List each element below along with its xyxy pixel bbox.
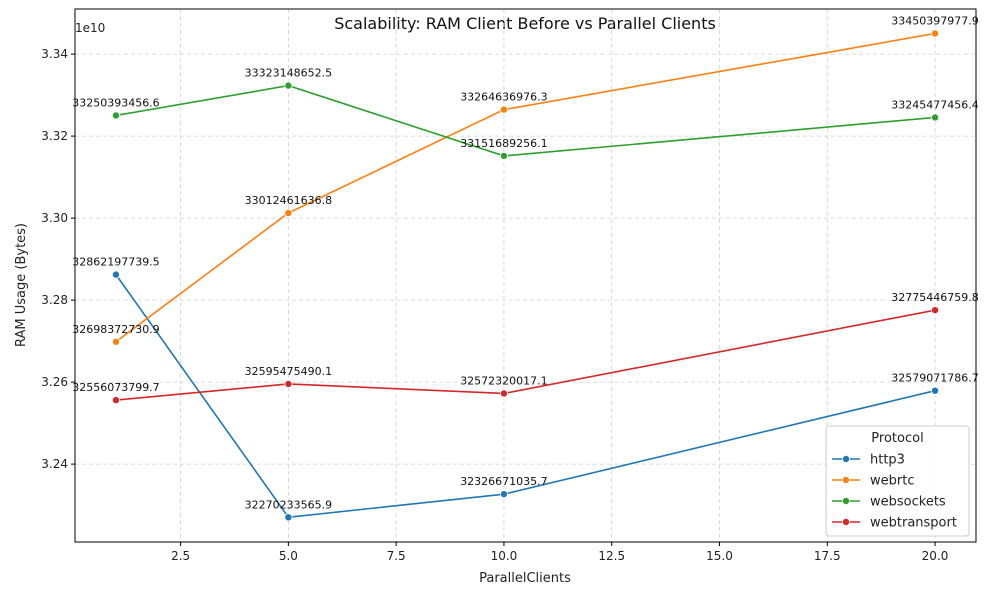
- legend-marker-http3: [842, 454, 851, 463]
- data-point-webrtc: [931, 29, 940, 38]
- x-tick-label: 15.0: [706, 549, 733, 563]
- data-label-webrtc: 33012461636.8: [245, 194, 332, 207]
- series-line-webtransport: [115, 309, 936, 401]
- data-point-webrtc: [284, 208, 293, 217]
- data-label-webtransport: 32556073799.7: [72, 381, 159, 394]
- data-label-webtransport: 32595475490.1: [245, 365, 332, 378]
- x-tick-label: 20.0: [922, 549, 949, 563]
- legend: Protocol http3 webrtc websockets webtranspor…: [825, 425, 970, 537]
- y-offset-label: 1e10: [75, 21, 105, 35]
- data-point-webtransport: [499, 389, 508, 398]
- x-tick-label: 17.5: [814, 549, 841, 563]
- legend-marker-webtransport: [842, 518, 851, 527]
- data-point-websockets: [931, 113, 940, 122]
- x-tick-label: 2.5: [171, 549, 190, 563]
- y-tick-label: 3.26: [41, 375, 68, 389]
- data-point-webtransport: [284, 379, 293, 388]
- x-axis-label: ParallelClients: [479, 571, 571, 586]
- y-tick-label: 3.30: [41, 211, 68, 225]
- y-tick-label: 3.24: [41, 457, 68, 471]
- data-label-http3: 32270233565.9: [245, 498, 332, 511]
- data-label-webrtc: 32698372730.9: [72, 323, 159, 336]
- data-point-http3: [931, 386, 940, 395]
- data-point-websockets: [284, 81, 293, 90]
- y-tick-label: 3.34: [41, 47, 68, 61]
- x-tick-label: 7.5: [387, 549, 406, 563]
- y-tick-label: 3.32: [41, 129, 68, 143]
- legend-box: [825, 425, 970, 537]
- data-point-webtransport: [931, 306, 940, 315]
- data-point-webtransport: [111, 396, 120, 405]
- data-label-websockets: 33245477456.4: [891, 98, 978, 111]
- series-line-websockets: [115, 84, 936, 157]
- x-tick-label: 12.5: [598, 549, 625, 563]
- data-label-http3: 32862197739.5: [72, 256, 159, 269]
- data-point-http3: [111, 270, 120, 279]
- x-tick-label: 10.0: [491, 549, 518, 563]
- y-axis-label: RAM Usage (Bytes): [14, 223, 29, 347]
- data-point-http3: [284, 513, 293, 522]
- data-label-webtransport: 32775446759.8: [891, 291, 978, 304]
- legend-label-webtransport: webtransport: [870, 516, 957, 531]
- legend-title: Protocol: [871, 431, 923, 446]
- series-line-webrtc: [115, 32, 936, 343]
- data-point-websockets: [111, 111, 120, 120]
- data-label-websockets: 33323148652.5: [245, 67, 332, 80]
- legend-label-http3: http3: [870, 453, 905, 468]
- legend-label-websockets: websockets: [870, 495, 946, 510]
- y-tick-label: 3.28: [41, 293, 68, 307]
- data-label-websockets: 33250393456.6: [72, 96, 159, 109]
- data-point-webrtc: [111, 337, 120, 346]
- data-label-http3: 32579071786.7: [891, 372, 978, 385]
- chart-title: Scalability: RAM Client Before vs Parall…: [334, 14, 716, 33]
- data-label-http3: 32326671035.7: [460, 475, 547, 488]
- x-tick-label: 5.0: [279, 549, 298, 563]
- data-label-websockets: 33151689256.1: [460, 137, 547, 150]
- legend-marker-websockets: [842, 496, 851, 505]
- data-label-webrtc: 33450397977.9: [891, 14, 978, 27]
- data-point-websockets: [499, 151, 508, 160]
- series-line-http3: [115, 274, 936, 519]
- plot-frame: [74, 8, 977, 543]
- data-label-webrtc: 33264636976.3: [460, 91, 547, 104]
- legend-marker-webrtc: [842, 475, 851, 484]
- data-point-webrtc: [499, 105, 508, 114]
- data-label-webtransport: 32572320017.1: [460, 374, 547, 387]
- legend-label-webrtc: webrtc: [870, 474, 914, 489]
- data-point-http3: [499, 490, 508, 499]
